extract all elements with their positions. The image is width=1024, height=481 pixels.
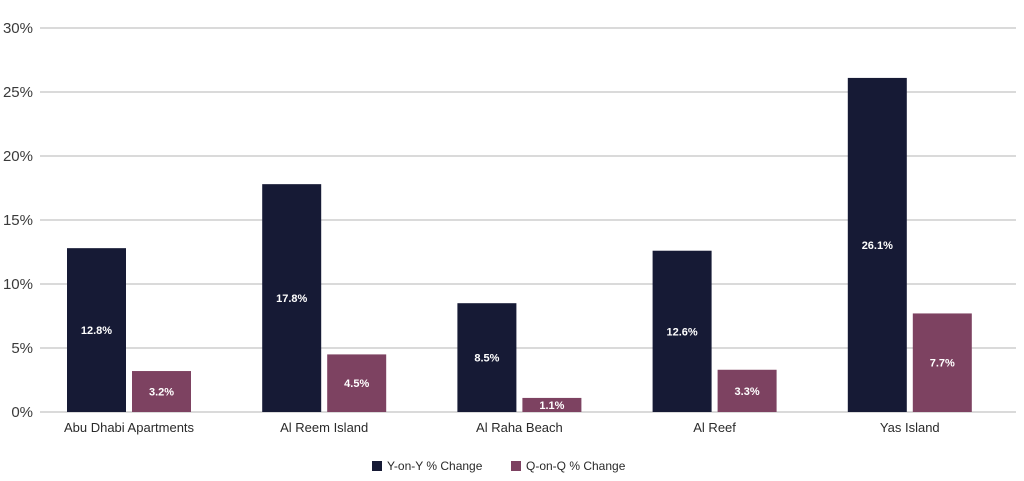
x-category-label: Abu Dhabi Apartments xyxy=(64,420,195,435)
bar-yoy xyxy=(67,248,126,412)
bar-yoy xyxy=(847,77,907,413)
bar-qoq xyxy=(717,369,777,412)
data-label: 3.3% xyxy=(735,386,760,398)
bar-yoy xyxy=(262,184,322,412)
data-label: 3.2% xyxy=(149,387,174,399)
y-tick-label: 5% xyxy=(11,340,33,357)
data-label: 17.8% xyxy=(276,293,307,305)
y-tick-label: 25% xyxy=(3,84,33,101)
x-category-label: Yas Island xyxy=(880,420,940,435)
data-label: 7.7% xyxy=(930,358,955,370)
x-axis-categories: Abu Dhabi Apartments Al Reem Island Al Rah… xyxy=(64,420,940,435)
bar-qoq xyxy=(132,371,191,412)
data-labels: 12.8% 3.2% 17.8% 4.5% 8.5% 1.1% 12.6% 3.3% 26.1%… xyxy=(81,240,955,412)
x-category-label: Al Reef xyxy=(693,420,736,435)
data-label: 8.5% xyxy=(474,353,499,365)
data-label: 1.1% xyxy=(539,400,564,412)
data-label: 26.1% xyxy=(862,240,893,252)
bar-qoq xyxy=(522,397,582,412)
legend: Y-on-Y % Change Q-on-Q % Change xyxy=(372,459,626,473)
y-tick-label: 30% xyxy=(3,20,33,37)
bar-yoy xyxy=(457,303,517,412)
data-label: 12.8% xyxy=(81,325,112,337)
y-tick-label: 15% xyxy=(3,212,33,229)
x-category-label: Al Reem Island xyxy=(280,420,368,435)
y-tick-label: 10% xyxy=(3,276,33,293)
gridlines xyxy=(40,27,1016,413)
bar-yoy xyxy=(652,250,712,412)
data-label: 4.5% xyxy=(344,378,369,390)
legend-label: Y-on-Y % Change xyxy=(387,459,483,473)
y-tick-label: 20% xyxy=(3,148,33,165)
y-axis-ticks: 0% 5% 10% 15% 20% 25% 30% xyxy=(3,20,33,421)
bar-qoq xyxy=(327,354,387,412)
legend-label: Q-on-Q % Change xyxy=(526,459,626,473)
x-category-label: Al Raha Beach xyxy=(476,420,563,435)
bars xyxy=(67,77,972,413)
data-label: 12.6% xyxy=(666,326,697,338)
legend-swatch xyxy=(511,461,521,471)
y-tick-label: 0% xyxy=(11,404,33,421)
bar-qoq xyxy=(912,313,972,412)
legend-swatch xyxy=(372,461,382,471)
